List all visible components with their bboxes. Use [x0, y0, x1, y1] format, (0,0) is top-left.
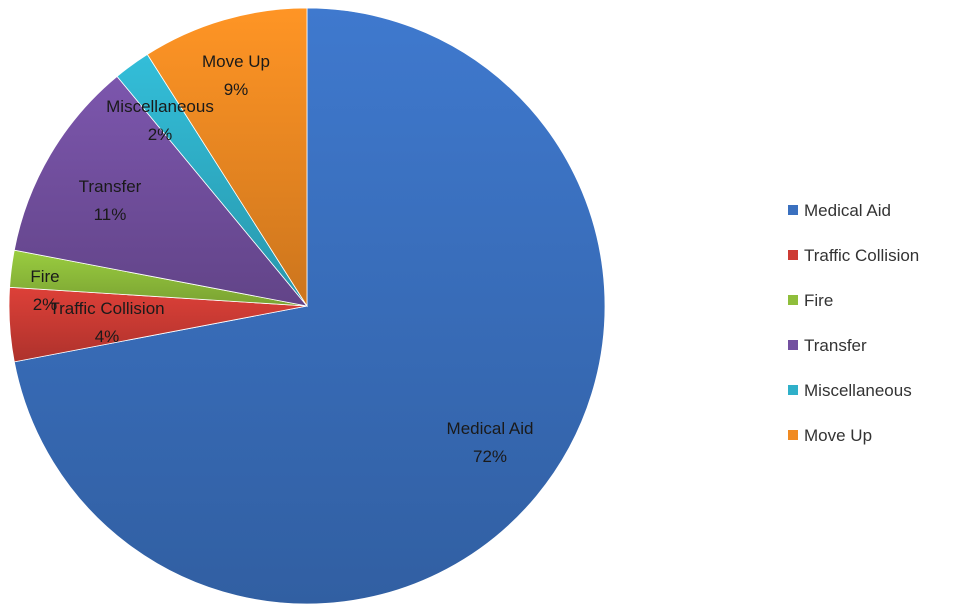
legend-item-transfer: Transfer [788, 336, 867, 355]
legend-swatch-medical-aid [788, 205, 798, 215]
legend: Medical Aid Traffic Collision Fire Transfer… [788, 201, 919, 445]
pie-slice-medical-aid [13, 7, 606, 605]
legend-item-miscellaneous: Miscellaneous [788, 381, 912, 400]
legend-label-transfer: Transfer [804, 336, 867, 355]
slice-label-percent-move-up: 9% [224, 80, 249, 99]
slice-label-name-move-up: Move Up [202, 52, 270, 71]
slice-label-percent-miscellaneous: 2% [148, 125, 173, 144]
pie-slices [8, 7, 606, 605]
legend-label-fire: Fire [804, 291, 833, 310]
slice-label-name-transfer: Transfer [79, 177, 142, 196]
pie-slice-transfer [13, 75, 309, 307]
slice-label-percent-medical-aid: 72% [473, 447, 507, 466]
legend-item-move-up: Move Up [788, 426, 872, 445]
legend-item-fire: Fire [788, 291, 833, 310]
legend-swatch-miscellaneous [788, 385, 798, 395]
legend-swatch-move-up [788, 430, 798, 440]
legend-swatch-traffic-collision [788, 250, 798, 260]
slice-label-percent-fire: 2% [33, 295, 58, 314]
legend-label-traffic-collision: Traffic Collision [804, 246, 919, 265]
slice-label-name-medical-aid: Medical Aid [447, 419, 534, 438]
slice-label-name-traffic-collision: Traffic Collision [49, 299, 164, 318]
pie-slice-labels: Medical Aid 72% Traffic Collision 4% Fire 2% T… [30, 52, 533, 466]
legend-item-traffic-collision: Traffic Collision [788, 246, 919, 265]
slice-label-name-miscellaneous: Miscellaneous [106, 97, 214, 116]
legend-swatch-transfer [788, 340, 798, 350]
slice-label-percent-traffic-collision: 4% [95, 327, 120, 346]
legend-label-medical-aid: Medical Aid [804, 201, 891, 220]
slice-label-name-fire: Fire [30, 267, 59, 286]
legend-label-miscellaneous: Miscellaneous [804, 381, 912, 400]
legend-label-move-up: Move Up [804, 426, 872, 445]
legend-item-medical-aid: Medical Aid [788, 201, 891, 220]
slice-label-percent-transfer: 11% [94, 205, 127, 224]
legend-swatch-fire [788, 295, 798, 305]
pie-slice-move-up [146, 7, 308, 308]
